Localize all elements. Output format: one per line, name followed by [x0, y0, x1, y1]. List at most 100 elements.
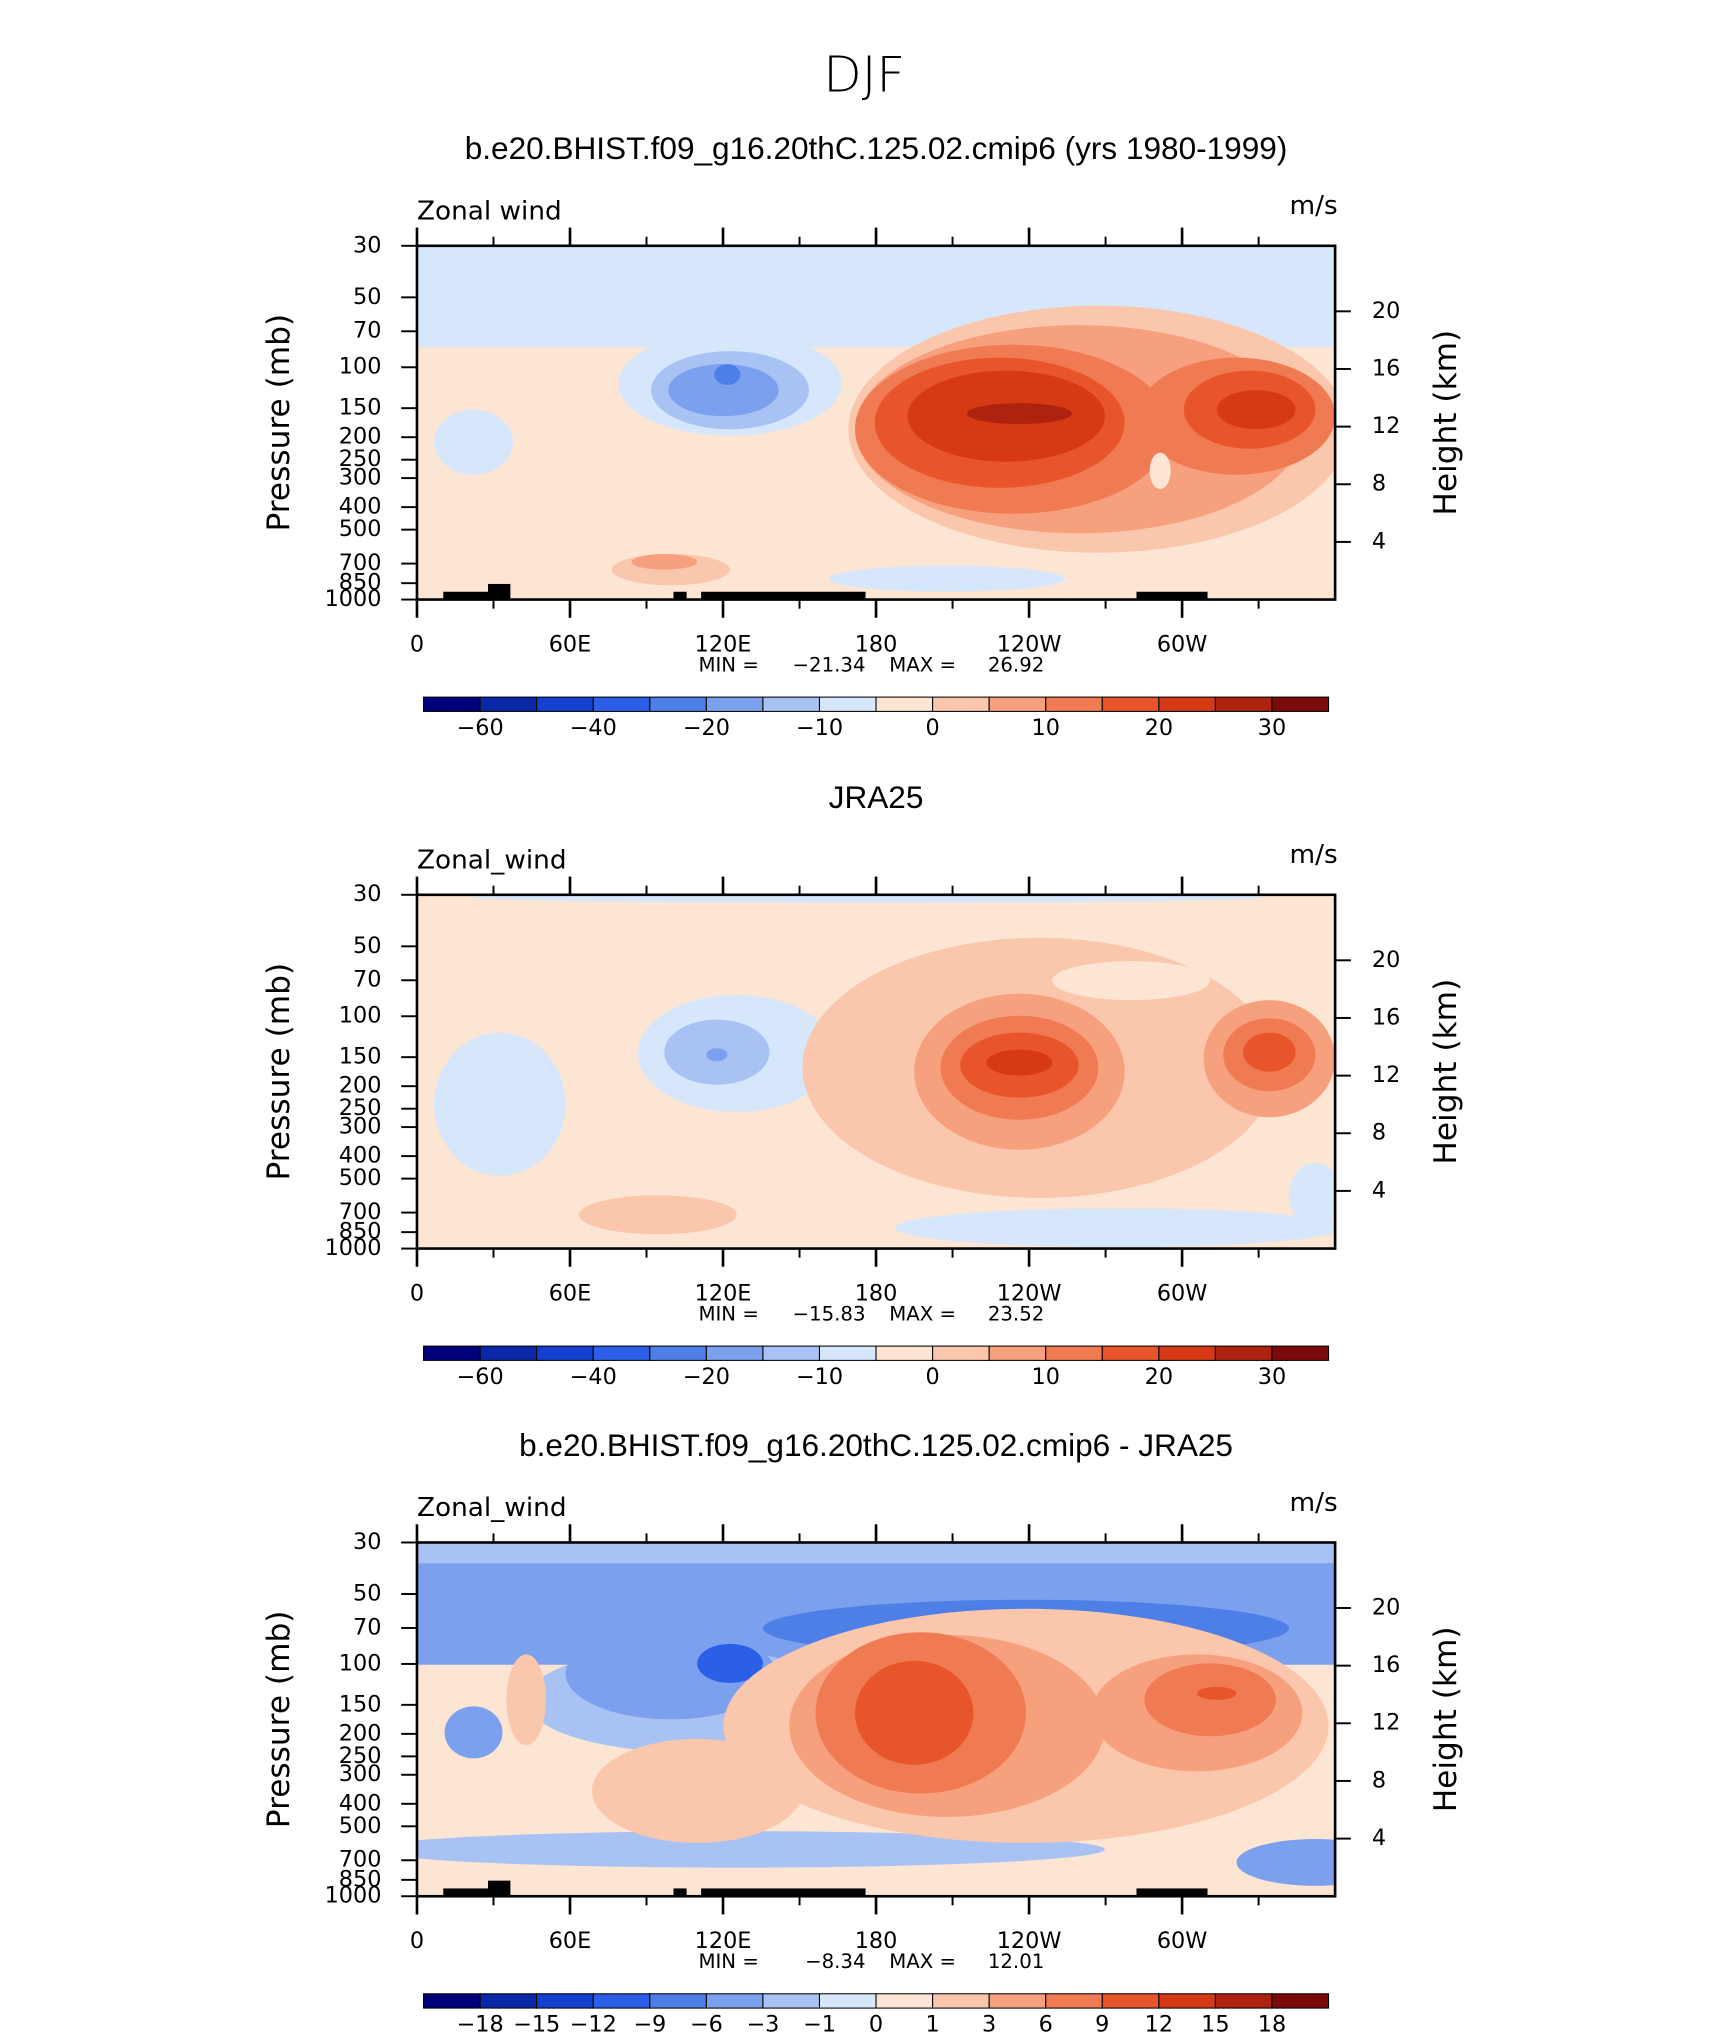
colorbar-box: [988, 1993, 1047, 2009]
y-axis-label: Pressure (mb): [261, 1611, 297, 1829]
y-tick-label: 250: [339, 1743, 382, 1769]
contour-region: [1289, 1162, 1336, 1228]
y2-tick-label: 8: [1372, 1120, 1386, 1146]
topography: [701, 591, 866, 600]
contour-region: [697, 1643, 763, 1683]
y-tick-label: 850: [339, 1219, 382, 1245]
y2-tick-label: 12: [1372, 1710, 1400, 1736]
x-tick-label: 60W: [1157, 1928, 1208, 1954]
contour-region: [706, 1048, 728, 1062]
contour-region: [416, 1542, 1336, 1566]
colorbar-box: [1045, 1345, 1103, 1361]
panel-title: JRA25: [829, 780, 924, 815]
colorbar-box: [649, 1993, 707, 2009]
y2-tick-label: 20: [1372, 947, 1400, 973]
colorbar-label: −40: [570, 1364, 617, 1390]
y2-tick-label: 8: [1372, 471, 1386, 497]
contour-region: [434, 1032, 566, 1176]
y2-tick-label: 20: [1372, 298, 1400, 324]
y-tick-label: 1000: [325, 1235, 382, 1261]
colorbar-box: [423, 1345, 481, 1361]
y-tick-label: 500: [339, 516, 382, 542]
colorbar-box: [705, 696, 764, 712]
y2-tick-label: 8: [1372, 1768, 1386, 1794]
contour-region: [966, 403, 1073, 424]
colorbar-box: [1101, 1345, 1160, 1361]
topography: [488, 1880, 511, 1897]
contour-field: [416, 1542, 1336, 1897]
x-tick-label: 120E: [695, 1928, 752, 1954]
colorbar-label: −10: [796, 715, 843, 741]
y2-tick-label: 4: [1372, 528, 1386, 554]
colorbar-box: [705, 1993, 764, 2009]
y2-tick-label: 16: [1372, 1005, 1400, 1031]
contour-region: [473, 894, 1263, 903]
max-label: MAX =: [889, 653, 956, 676]
y-tick-label: 50: [353, 1581, 381, 1607]
contour-region: [1149, 452, 1171, 490]
x-tick-label: 60E: [549, 1281, 592, 1307]
y2-tick-label: 12: [1372, 413, 1400, 439]
x-tick-label: 60E: [549, 632, 592, 658]
colorbar-box: [592, 696, 651, 712]
colorbar-box: [479, 696, 538, 712]
x-tick-label: 0: [410, 1281, 424, 1307]
x-tick-label: 60W: [1157, 632, 1208, 658]
y-tick-label: 500: [339, 1813, 382, 1839]
colorbar-box: [1271, 1993, 1330, 2009]
y-tick-label: 150: [339, 1691, 382, 1717]
x-tick-label: 60E: [549, 1928, 592, 1954]
max-value: 26.92: [988, 653, 1044, 676]
colorbar-label: 0: [925, 1364, 939, 1390]
y-tick-label: 50: [353, 933, 381, 959]
colorbar-box: [1214, 696, 1273, 712]
y-tick-label: 30: [353, 881, 381, 907]
max-label: MAX =: [889, 1302, 956, 1325]
topography: [1136, 591, 1208, 600]
colorbar-label: −10: [796, 1364, 843, 1390]
colorbar-label: 0: [869, 2012, 883, 2038]
min-label: MIN =: [698, 1302, 758, 1325]
colorbar-box: [1271, 1345, 1330, 1361]
colorbar-label: −12: [570, 2012, 617, 2038]
colorbar-label: −9: [633, 2012, 666, 2038]
colorbar-box: [932, 696, 990, 712]
y-tick-label: 200: [339, 1720, 382, 1746]
y-tick-label: 250: [339, 446, 382, 472]
colorbar-box: [875, 1993, 934, 2009]
contour-region: [986, 1049, 1053, 1076]
topography: [673, 591, 687, 600]
colorbar-box: [536, 696, 594, 712]
y-tick-label: 100: [339, 1651, 382, 1677]
colorbar-label: −60: [457, 715, 504, 741]
topography: [701, 1888, 866, 1897]
y-tick-label: 400: [339, 494, 382, 520]
y-tick-label: 100: [339, 354, 382, 380]
y-tick-label: 700: [339, 550, 382, 576]
colorbar-box: [592, 1993, 651, 2009]
contour-region: [1197, 1686, 1237, 1700]
y-tick-label: 70: [353, 967, 381, 993]
colorbar-box: [423, 696, 481, 712]
contour-region: [668, 364, 779, 417]
x-tick-label: 0: [410, 632, 424, 658]
y-tick-label: 1000: [325, 1883, 382, 1909]
colorbar-label: −15: [513, 2012, 560, 2038]
y-tick-label: 500: [339, 1165, 382, 1191]
contour-region: [1052, 961, 1211, 1001]
contour-region: [714, 364, 741, 385]
x-tick-label: 120W: [997, 632, 1062, 658]
colorbar-label: 1: [925, 2012, 939, 2038]
colorbar-label: −20: [683, 1364, 730, 1390]
colorbar-label: −40: [570, 715, 617, 741]
y-axis-label: Pressure (mb): [261, 314, 297, 532]
colorbar-label: −1: [803, 2012, 836, 2038]
contour-region: [631, 554, 698, 570]
y-tick-label: 300: [339, 1114, 382, 1140]
y2-tick-label: 12: [1372, 1062, 1400, 1088]
colorbar-box: [705, 1345, 764, 1361]
colorbar-box: [536, 1993, 594, 2009]
min-label: MIN =: [698, 1950, 758, 1973]
right-label: m/s: [1290, 191, 1338, 221]
